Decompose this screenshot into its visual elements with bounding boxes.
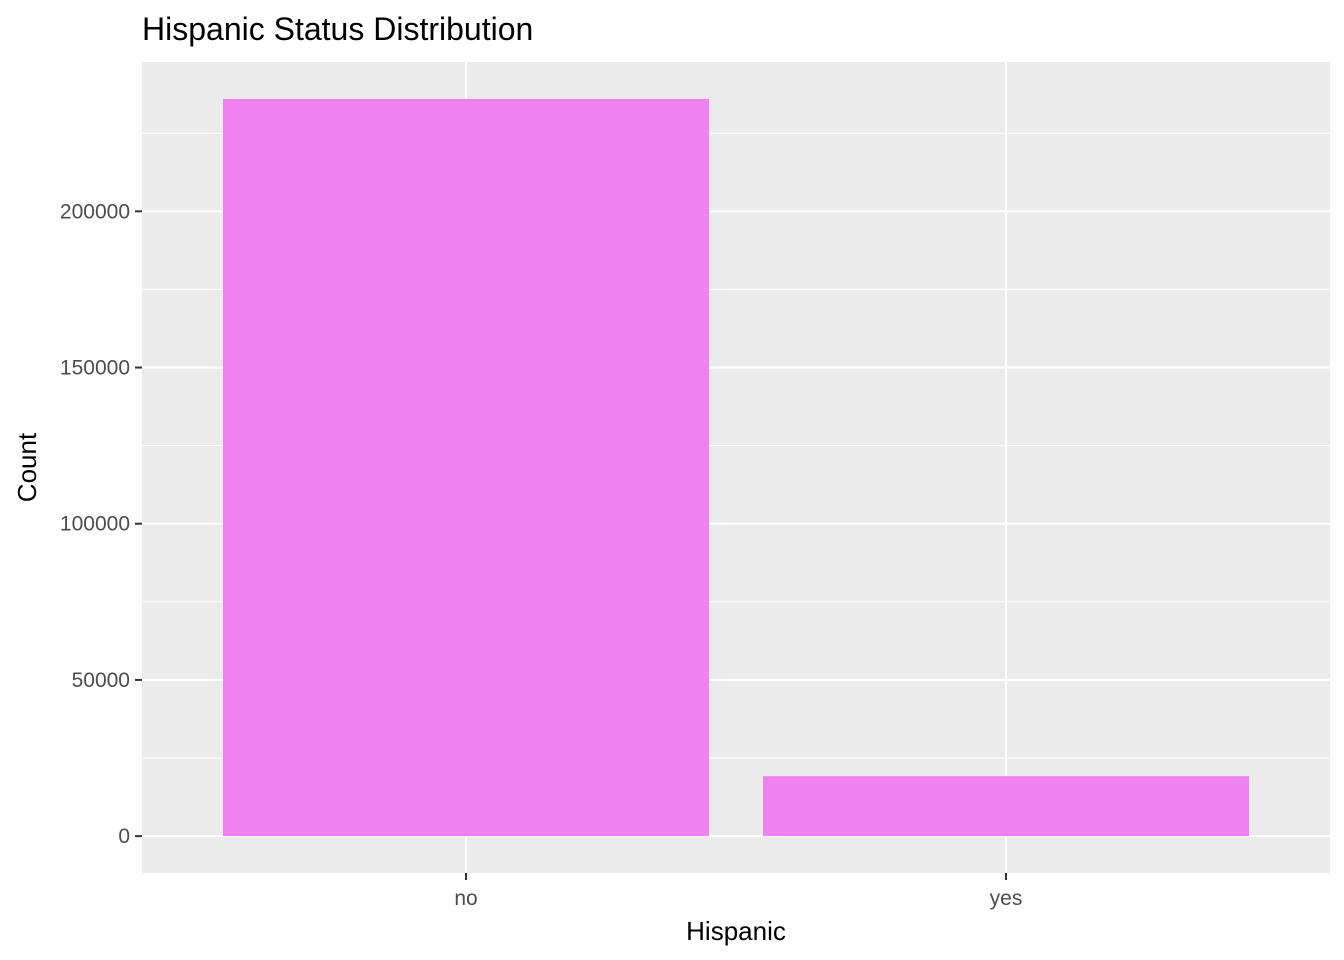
chart-title: Hispanic Status Distribution — [142, 11, 533, 47]
y-axis-title: Count — [12, 432, 42, 502]
x-tick-label: yes — [990, 887, 1023, 910]
bar-no — [223, 98, 709, 837]
x-axis-title: Hispanic — [686, 916, 786, 946]
y-tick-label: 100000 — [60, 513, 130, 536]
y-tick-label: 50000 — [72, 669, 130, 692]
x-tick-label: no — [454, 887, 477, 910]
y-tick-label: 200000 — [60, 200, 130, 223]
bar-yes — [763, 776, 1249, 837]
y-tick-label: 150000 — [60, 357, 130, 380]
y-axis: 0 50000 100000 150000 200000 — [60, 200, 142, 848]
x-axis: no yes — [454, 873, 1022, 910]
y-tick-label: 0 — [118, 825, 130, 848]
bars — [223, 98, 1249, 837]
